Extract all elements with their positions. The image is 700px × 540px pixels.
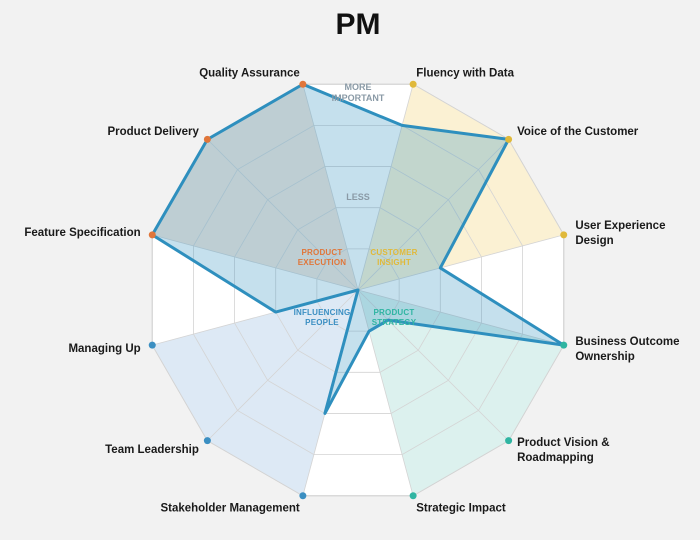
group-label-influence-line: INFLUENCING — [294, 308, 351, 317]
axis-label-line: User Experience — [575, 220, 665, 232]
axis-endpoint-dot — [560, 231, 568, 239]
group-label-influence: INFLUENCING PEOPLE — [294, 308, 351, 327]
axis-label-line: Voice of the Customer — [517, 126, 639, 138]
axis-label: Managing Up — [68, 343, 140, 355]
group-label-execution-line: EXECUTION — [298, 258, 346, 267]
grid-spoke — [357, 289, 564, 346]
group-label-strategy: PRODUCT STRATEGY — [372, 308, 417, 327]
group-wedge — [358, 290, 509, 496]
grid-spoke — [357, 84, 414, 291]
axis-label-line: Product Delivery — [107, 126, 199, 138]
axis-endpoint-dot — [148, 231, 156, 239]
axis-label-line: Roadmapping — [517, 452, 594, 464]
axis-endpoint-dot — [148, 341, 156, 349]
axis-label: Business Outcome Ownership — [575, 336, 679, 363]
group-label-execution: PRODUCT EXECUTION — [298, 248, 346, 267]
axis-label-line: Design — [575, 235, 613, 247]
grid-spoke — [357, 139, 509, 291]
grid-spoke — [357, 234, 564, 291]
group-label-influence-line: PEOPLE — [305, 318, 339, 327]
axis-label: Product Delivery — [107, 126, 199, 138]
axis-label: Fluency with Data — [416, 68, 514, 80]
group-wedge — [358, 290, 564, 441]
scale-label-less: LESS — [346, 192, 370, 202]
grid-spoke — [207, 289, 359, 441]
axis-label: Quality Assurance — [199, 68, 300, 80]
grid-spoke — [152, 234, 359, 291]
group-label-strategy-line: STRATEGY — [372, 318, 417, 327]
group-label-insight: CUSTOMER INSIGHT — [370, 248, 417, 267]
axis-label: Feature Specification — [24, 227, 140, 239]
group-wedge — [207, 84, 358, 290]
group-wedge — [207, 290, 358, 496]
group-label-strategy-line: PRODUCT — [374, 308, 415, 317]
grid-spoke — [357, 289, 509, 441]
axis-endpoint-dot — [203, 437, 211, 445]
group-wedge — [152, 139, 358, 290]
group-label-insight-line: INSIGHT — [377, 258, 411, 267]
grid-spoke — [302, 84, 359, 291]
axis-endpoint-dot — [409, 80, 417, 88]
axis-label-line: Stakeholder Management — [160, 502, 299, 514]
grid-spoke — [207, 139, 359, 291]
scale-label-more-important-line: MORE — [345, 82, 372, 92]
axis-label-line: Fluency with Data — [416, 68, 514, 80]
axis-label-line: Feature Specification — [24, 227, 140, 239]
group-label-insight-line: CUSTOMER — [370, 248, 417, 257]
group-label-execution-line: PRODUCT — [302, 248, 343, 257]
axis-endpoint-dot — [203, 135, 211, 143]
axis-endpoint-dot — [299, 80, 307, 88]
axis-endpoint-dot — [560, 341, 568, 349]
axis-label: User Experience Design — [575, 220, 665, 247]
group-wedge — [152, 290, 358, 441]
axis-label: Team Leadership — [105, 444, 199, 456]
axis-endpoint-dot — [409, 492, 417, 500]
axis-label-line: Strategic Impact — [416, 502, 506, 514]
axis-endpoint-dot — [505, 135, 513, 143]
axis-label: Stakeholder Management — [160, 502, 299, 514]
chart-title: PM — [336, 8, 381, 41]
group-wedge — [358, 139, 564, 290]
scale-label-more-important: MORE IMPORTANT — [332, 82, 385, 103]
axis-label-line: Product Vision & — [517, 437, 609, 449]
axis-label-line: Managing Up — [68, 343, 140, 355]
axis-label-line: Business Outcome — [575, 336, 679, 348]
axis-label: Voice of the Customer — [517, 126, 639, 138]
axis-label-line: Quality Assurance — [199, 68, 300, 80]
axis-label: Product Vision & Roadmapping — [517, 437, 609, 464]
grid-spoke — [357, 289, 414, 496]
axis-endpoint-dot — [299, 492, 307, 500]
axis-endpoint-dot — [505, 437, 513, 445]
scale-label-more-important-line: IMPORTANT — [332, 93, 385, 103]
axis-label-line: Team Leadership — [105, 444, 199, 456]
axis-label: Strategic Impact — [416, 502, 506, 514]
axis-label-line: Ownership — [575, 351, 634, 363]
